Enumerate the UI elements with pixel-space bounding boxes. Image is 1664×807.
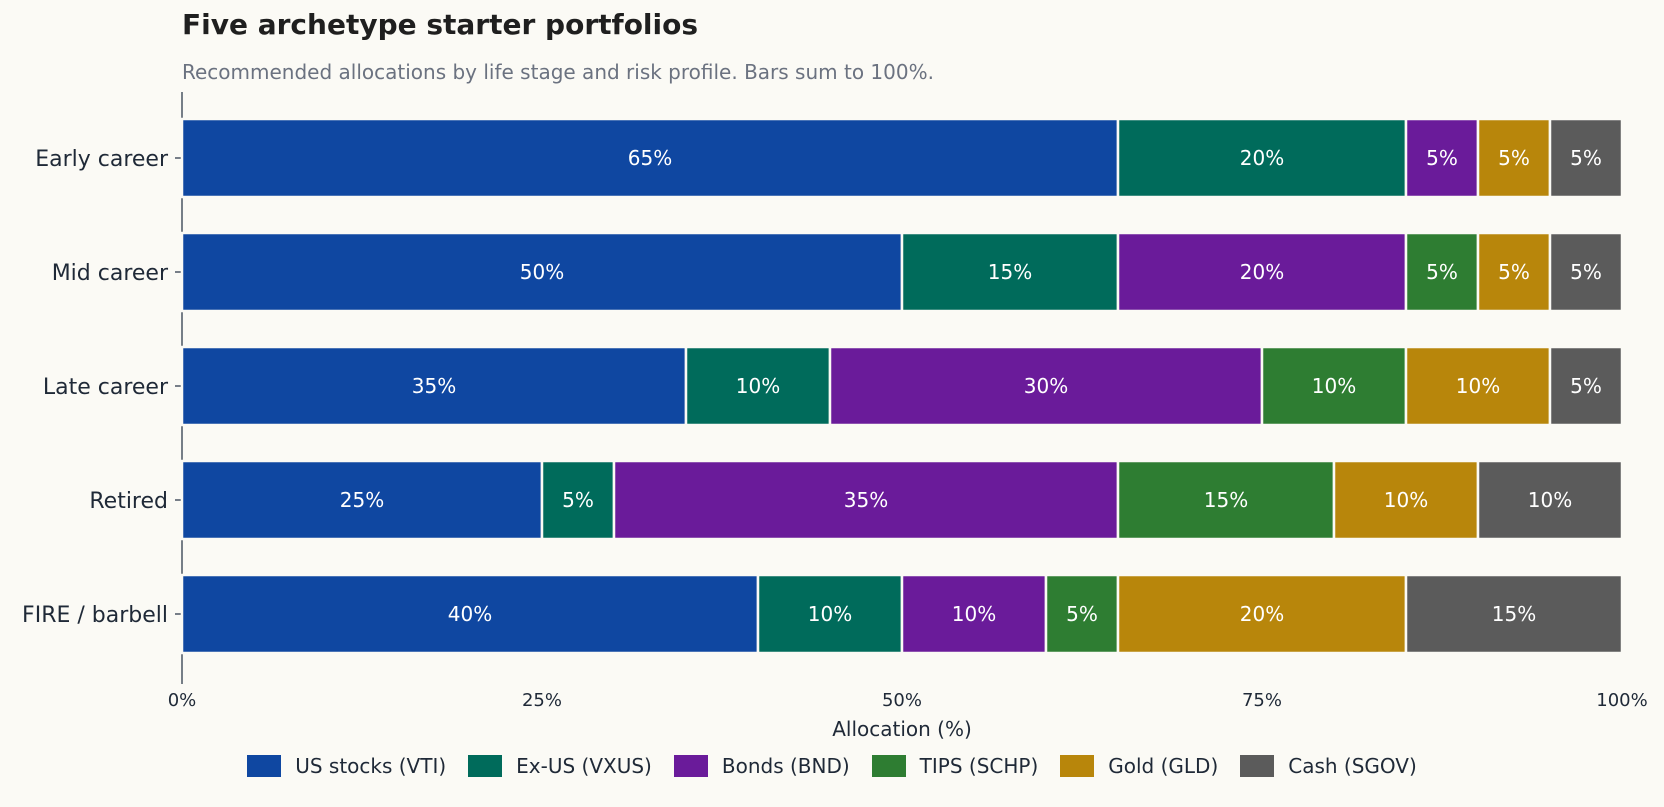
y-tick-label: Retired	[89, 489, 168, 514]
bar-value-label: 15%	[1204, 488, 1248, 512]
bar-segment-ex-us-vxus	[684, 345, 832, 427]
bar-segment-cash-sgov	[1404, 573, 1624, 655]
legend-item-tips-schp: TIPS (SCHP)	[871, 754, 1039, 778]
bar-segment-gold-gld	[1476, 231, 1552, 313]
bar-value-label: 50%	[520, 260, 564, 284]
bar-segment-bonds-bnd	[900, 573, 1048, 655]
bar-value-label: 10%	[808, 602, 852, 626]
stacked-bar-chart: Early career Mid career Late career Retired…	[22, 92, 1648, 741]
bar-value-label: 10%	[736, 374, 780, 398]
y-tick-label: Late career	[43, 375, 169, 400]
bar-segment-tips-schp	[1260, 345, 1408, 427]
legend-item-gold-gld: Gold (GLD)	[1060, 754, 1218, 778]
chart-subtitle: Recommended allocations by life stage an…	[182, 60, 934, 84]
bar-value-label: 20%	[1240, 146, 1284, 170]
bar-value-label: 5%	[1570, 146, 1602, 170]
bar-value-label: 10%	[1456, 374, 1500, 398]
legend-item-ex-us-vxus: Ex-US (VXUS)	[468, 754, 652, 778]
x-tick-label: 0%	[168, 690, 197, 711]
chart-title: Five archetype starter portfolios	[182, 8, 699, 41]
bar-value-label: 25%	[340, 488, 384, 512]
bar-value-label: 10%	[1312, 374, 1356, 398]
bar-segment-us-stocks-vti	[180, 459, 544, 541]
legend-swatch	[673, 755, 708, 777]
bar-segment-cash-sgov	[1476, 459, 1624, 541]
bar-segment-us-stocks-vti	[180, 117, 1120, 199]
bar-segment-cash-sgov	[1548, 117, 1624, 199]
bar-value-label: 35%	[412, 374, 456, 398]
x-tick-label: 25%	[522, 690, 562, 711]
bar-value-label: 10%	[1528, 488, 1572, 512]
legend-swatch	[1060, 755, 1095, 777]
bar-value-label: 30%	[1024, 374, 1068, 398]
bar-segment-tips-schp	[1404, 231, 1480, 313]
bar-segment-ex-us-vxus	[900, 231, 1120, 313]
bar-segment-us-stocks-vti	[180, 231, 904, 313]
bar-segment-us-stocks-vti	[180, 573, 760, 655]
y-tick-label: Mid career	[52, 261, 169, 286]
bar-value-label: 20%	[1240, 602, 1284, 626]
bar-value-label: 15%	[1492, 602, 1536, 626]
bar-segment-tips-schp	[1116, 459, 1336, 541]
bar-segment-gold-gld	[1476, 117, 1552, 199]
bar-value-label: 5%	[1570, 260, 1602, 284]
bar-segment-tips-schp	[1044, 573, 1120, 655]
bar-segment-bonds-bnd	[1404, 117, 1480, 199]
bar-value-label: 5%	[1498, 146, 1530, 170]
legend-label: US stocks (VTI)	[295, 754, 447, 778]
legend-label: Gold (GLD)	[1108, 754, 1219, 778]
bar-segment-us-stocks-vti	[180, 345, 688, 427]
y-tick-label: FIRE / barbell	[22, 603, 168, 628]
x-tick-label: 100%	[1596, 690, 1647, 711]
bar-value-label: 5%	[1426, 146, 1458, 170]
legend-item-bonds-bnd: Bonds (BND)	[673, 754, 850, 778]
legend-swatch	[871, 755, 906, 777]
legend-label: TIPS (SCHP)	[919, 754, 1039, 778]
bar-segment-bonds-bnd	[828, 345, 1264, 427]
legend-item-us-stocks-vti: US stocks (VTI)	[247, 754, 446, 778]
legend-label: Cash (SGOV)	[1288, 754, 1417, 778]
bar-value-label: 15%	[988, 260, 1032, 284]
x-tick-label: 50%	[882, 690, 922, 711]
legend-label: Ex-US (VXUS)	[516, 754, 652, 778]
bar-segment-gold-gld	[1332, 459, 1480, 541]
x-axis-label: Allocation (%)	[832, 717, 972, 741]
bar-value-label: 20%	[1240, 260, 1284, 284]
legend-item-cash-sgov: Cash (SGOV)	[1240, 754, 1417, 778]
legend-swatch	[468, 755, 503, 777]
bar-value-label: 35%	[844, 488, 888, 512]
bar-segment-ex-us-vxus	[1116, 117, 1408, 199]
bar-value-label: 10%	[952, 602, 996, 626]
bar-value-label: 5%	[1498, 260, 1530, 284]
x-tick-label: 75%	[1242, 690, 1282, 711]
legend-swatch	[247, 755, 282, 777]
legend-label: Bonds (BND)	[721, 754, 850, 778]
bar-segment-cash-sgov	[1548, 231, 1624, 313]
bar-segment-gold-gld	[1404, 345, 1552, 427]
chart-legend: US stocks (VTI) Ex-US (VXUS) Bonds (BND) TI…	[0, 754, 1664, 778]
bar-value-label: 5%	[1426, 260, 1458, 284]
bar-value-label: 40%	[448, 602, 492, 626]
bar-value-label: 10%	[1384, 488, 1428, 512]
bar-segment-bonds-bnd	[612, 459, 1120, 541]
y-tick-label: Early career	[35, 147, 169, 172]
bar-segment-cash-sgov	[1548, 345, 1624, 427]
bar-value-label: 5%	[562, 488, 594, 512]
bar-value-label: 5%	[1570, 374, 1602, 398]
bar-value-label: 65%	[628, 146, 672, 170]
bar-value-label: 5%	[1066, 602, 1098, 626]
legend-swatch	[1240, 755, 1275, 777]
